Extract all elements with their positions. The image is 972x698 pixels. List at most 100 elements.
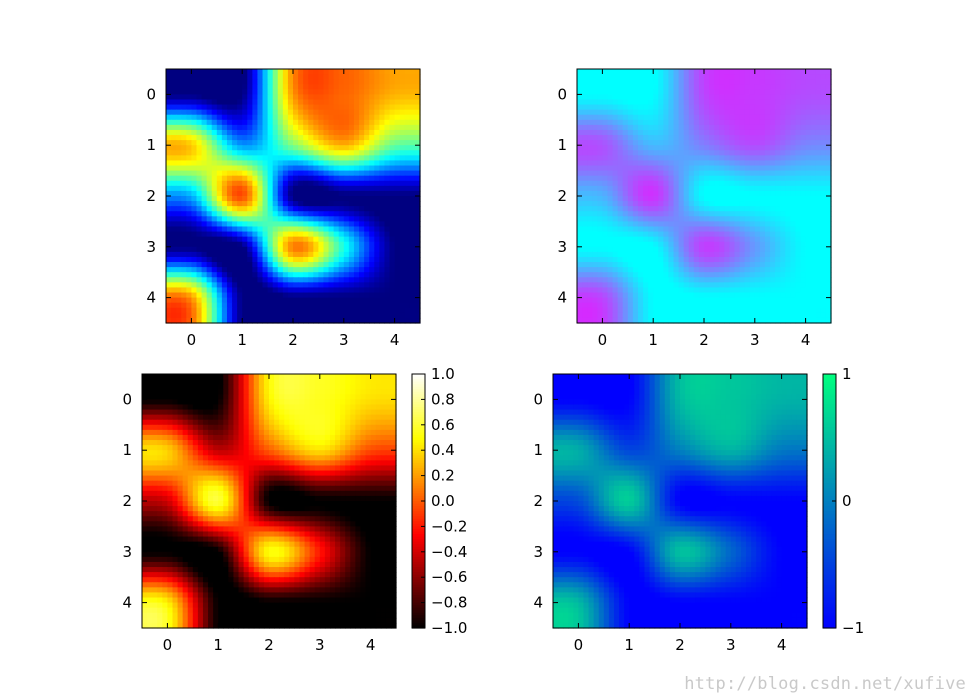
heatmap-cell <box>389 297 396 304</box>
heatmap-cell <box>759 89 766 95</box>
heatmap-cell <box>293 104 299 111</box>
heatmap-cell <box>343 190 350 197</box>
heatmap-cell <box>323 94 330 101</box>
heatmap-cell <box>399 297 406 304</box>
heatmap-cell <box>688 251 695 258</box>
heatmap-cell <box>683 251 690 258</box>
heatmap-cell <box>206 140 213 146</box>
heatmap-cell <box>338 292 345 299</box>
heatmap-cell <box>663 104 670 111</box>
heatmap-cell <box>298 226 304 233</box>
heatmap-cell <box>272 282 279 289</box>
heatmap-cell <box>272 175 279 182</box>
heatmap-cell <box>353 114 360 121</box>
heatmap-cell <box>272 170 279 177</box>
heatmap-cell <box>607 190 614 197</box>
heatmap-cell <box>719 277 725 283</box>
heatmap-cell <box>364 185 370 192</box>
heatmap-cell <box>343 160 350 167</box>
heatmap-cell <box>643 104 649 111</box>
heatmap-cell <box>394 180 401 187</box>
heatmap-cell <box>328 272 335 278</box>
heatmap-cell <box>206 267 213 273</box>
heatmap-cell <box>323 226 330 233</box>
heatmap-cell <box>709 292 715 299</box>
heatmap-cell <box>359 292 365 299</box>
heatmap-cell <box>693 74 700 80</box>
heatmap-cell <box>582 99 588 106</box>
heatmap-cell <box>333 140 340 146</box>
heatmap-cell <box>577 104 583 111</box>
heatmap-cell <box>287 190 294 197</box>
heatmap-cell <box>414 297 421 304</box>
heatmap-cell <box>287 99 294 106</box>
heatmap-cell <box>744 140 751 146</box>
heatmap-cell <box>780 211 786 217</box>
heatmap-cell <box>790 292 797 299</box>
heatmap-cell <box>211 180 218 187</box>
heatmap-cell <box>211 262 218 268</box>
heatmap-cell <box>587 185 593 192</box>
heatmap-cell <box>775 140 781 146</box>
heatmap-cell <box>780 292 786 299</box>
heatmap-cell <box>597 109 603 116</box>
heatmap-cell <box>759 312 766 319</box>
heatmap-cell <box>328 119 335 126</box>
heatmap-cell <box>602 262 609 268</box>
heatmap-cell <box>668 272 675 278</box>
heatmap-cell <box>298 201 304 207</box>
heatmap-cell <box>353 185 360 192</box>
heatmap-cell <box>759 302 766 309</box>
heatmap-cell <box>277 211 284 217</box>
heatmap-cell <box>678 124 685 131</box>
heatmap-cell <box>201 312 208 319</box>
heatmap-cell <box>780 84 786 90</box>
heatmap-cell <box>257 256 264 263</box>
heatmap-cell <box>277 226 284 233</box>
heatmap-cell <box>709 267 715 273</box>
heatmap-cell <box>414 246 421 253</box>
heatmap-cell <box>384 79 391 85</box>
heatmap-cell <box>698 129 705 136</box>
heatmap-cell <box>698 114 705 121</box>
heatmap-cell <box>780 89 786 95</box>
heatmap-cell <box>242 302 248 309</box>
heatmap-cell <box>759 211 766 217</box>
heatmap-cell <box>206 211 213 217</box>
heatmap-cell <box>196 307 203 314</box>
heatmap-cell <box>409 201 416 207</box>
heatmap-cell <box>637 267 644 273</box>
heatmap-cell <box>359 262 365 268</box>
heatmap-cell <box>303 226 309 233</box>
heatmap-cell <box>643 317 649 324</box>
heatmap-cell <box>293 256 299 263</box>
heatmap-cell <box>318 196 325 202</box>
heatmap-cell <box>252 277 259 283</box>
heatmap-cell <box>785 302 791 309</box>
heatmap-cell <box>338 307 345 314</box>
heatmap-cell <box>282 317 289 324</box>
heatmap-cell <box>637 272 644 278</box>
heatmap-cell <box>582 155 588 162</box>
heatmap-cell <box>739 256 746 263</box>
heatmap-cell <box>328 246 335 253</box>
heatmap-cell <box>303 312 309 319</box>
heatmap-cell <box>709 109 715 116</box>
heatmap-cell <box>267 185 274 192</box>
heatmap-cell <box>678 160 685 167</box>
heatmap-cell <box>643 155 649 162</box>
heatmap-cell <box>780 79 786 85</box>
heatmap-cell <box>242 140 248 146</box>
heatmap-cell <box>257 145 264 151</box>
heatmap-cell <box>257 241 264 248</box>
heatmap-cell <box>176 109 182 116</box>
heatmap-cell <box>820 267 827 273</box>
heatmap-cell <box>582 185 588 192</box>
heatmap-cell <box>658 84 664 90</box>
heatmap-cell <box>632 241 639 248</box>
heatmap-cell <box>333 206 340 212</box>
heatmap-cell <box>298 317 304 324</box>
heatmap-cell <box>171 267 177 273</box>
heatmap-cell <box>206 236 213 243</box>
heatmap-cell <box>673 140 680 146</box>
